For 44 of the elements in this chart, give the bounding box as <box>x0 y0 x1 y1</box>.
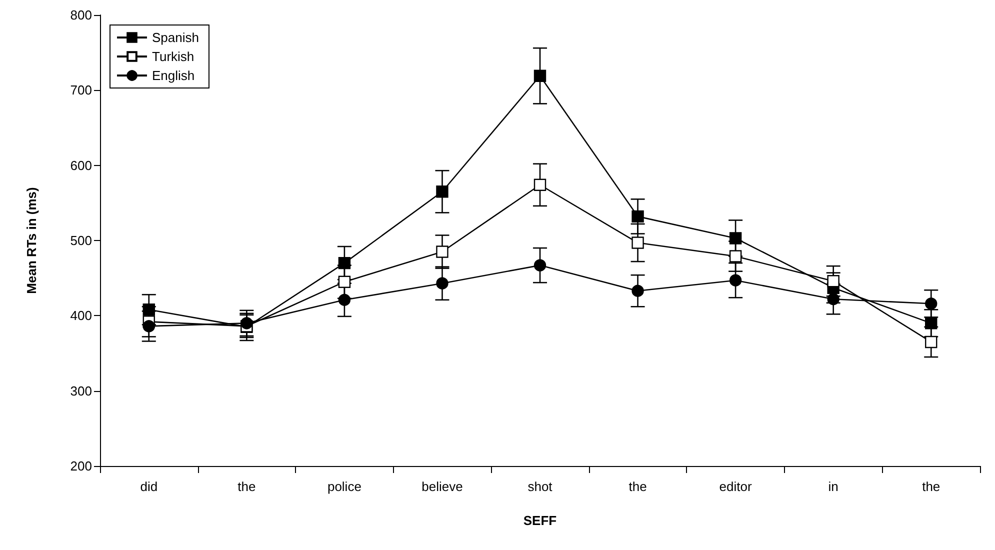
point <box>338 276 351 288</box>
point <box>729 232 742 244</box>
point <box>338 256 351 270</box>
y-tick-label: 800 <box>70 8 92 22</box>
point <box>729 274 742 286</box>
y-axis-title: Mean RTs in (ms) <box>24 187 39 294</box>
x-tick-label: the <box>922 479 940 494</box>
point <box>534 70 546 82</box>
y-tick-label: 300 <box>70 383 92 398</box>
x-tick-label: believe <box>422 479 463 494</box>
y-tick-label: 200 <box>70 458 92 474</box>
point <box>925 317 938 330</box>
point <box>436 186 448 198</box>
point <box>827 274 840 288</box>
x-axis-title: SEFF <box>523 513 557 528</box>
point <box>142 304 155 316</box>
point <box>729 250 742 262</box>
legend-label: English <box>152 68 195 83</box>
point <box>534 178 546 191</box>
point <box>142 320 155 332</box>
point <box>534 259 546 272</box>
point <box>632 236 644 249</box>
x-tick-label: police <box>327 479 362 494</box>
y-tick-label: 500 <box>70 233 92 248</box>
x-tick-label: editor <box>719 479 752 494</box>
point <box>925 336 938 348</box>
point <box>240 317 253 330</box>
y-tick-label: 700 <box>70 82 92 98</box>
point <box>436 277 448 290</box>
y-tick-label: 400 <box>70 308 92 324</box>
y-tick-label: 600 <box>70 158 92 173</box>
point <box>632 210 644 223</box>
x-tick-label: the <box>628 479 647 494</box>
x-tick-label: in <box>828 479 838 494</box>
point <box>436 246 448 258</box>
point <box>925 298 938 310</box>
legend-label: Spanish <box>152 30 199 45</box>
point <box>827 293 840 306</box>
point <box>338 294 351 306</box>
x-tick-label: the <box>238 479 256 494</box>
point <box>632 284 644 297</box>
x-tick-label: did <box>140 479 158 494</box>
legend-label: Turkish <box>152 49 194 64</box>
x-tick-label: shot <box>528 479 553 494</box>
